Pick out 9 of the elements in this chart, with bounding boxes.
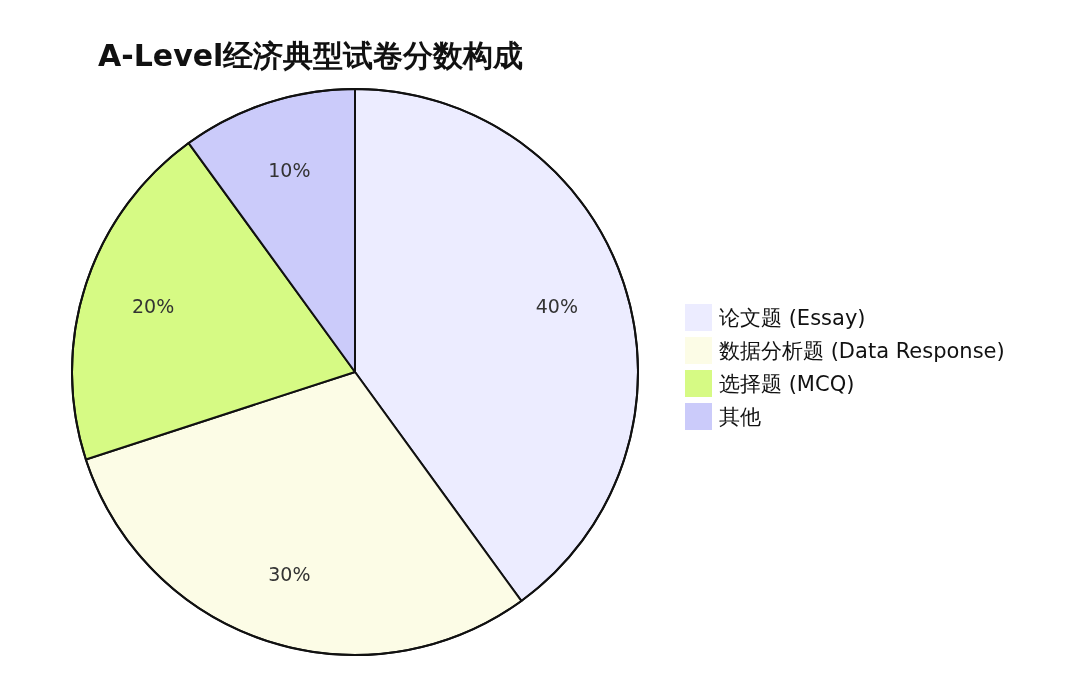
legend-label: 论文题 (Essay) xyxy=(719,306,866,330)
legend-label: 其他 xyxy=(719,405,761,429)
data-label: 20% xyxy=(132,295,175,318)
data-label: 40% xyxy=(535,295,578,318)
chart-title: A-Level经济典型试卷分数构成 xyxy=(98,38,524,73)
data-label: 30% xyxy=(268,562,311,585)
legend-label: 选择题 (MCQ) xyxy=(719,372,855,396)
legend-label: 数据分析题 (Data Response) xyxy=(719,339,1005,363)
data-label: 10% xyxy=(268,159,311,182)
